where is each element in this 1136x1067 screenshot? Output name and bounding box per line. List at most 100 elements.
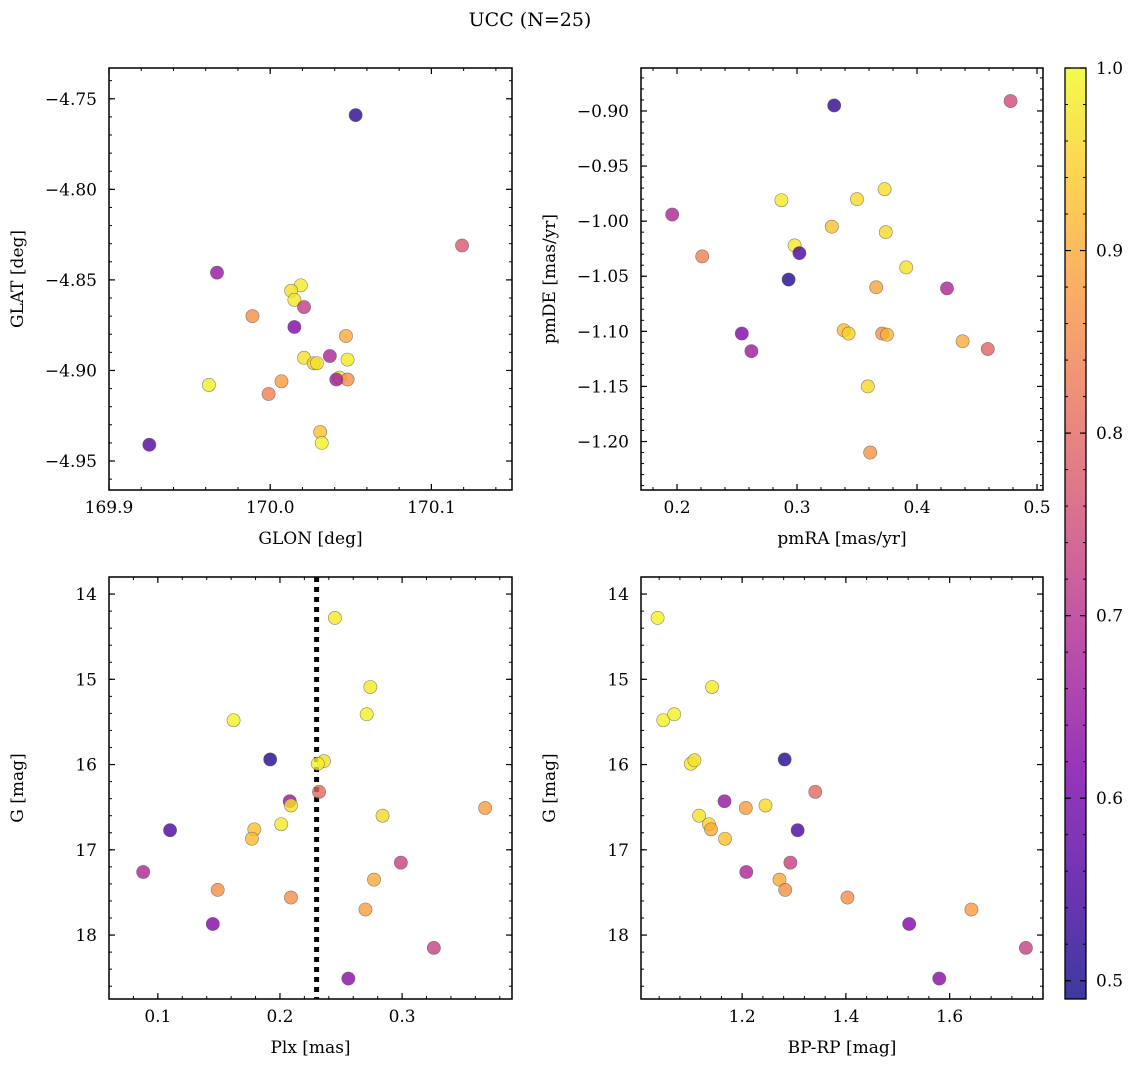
scatter-point [310,756,325,771]
scatter-point [287,292,302,307]
scatter-point [980,342,995,356]
y-axis-label: GLAT [deg] [8,230,28,328]
scatter-point [808,784,823,799]
x-tick-label: 0.4 [903,498,930,518]
y-tick-label: −1.15 [577,377,629,397]
scatter-point [955,334,970,349]
colorbar-gradient [1064,67,1087,1000]
scatter-point [877,182,892,197]
scatter-point [284,890,298,905]
scatter-point [692,808,706,823]
y-tick-label: 18 [75,926,97,946]
scatter-point [964,902,979,917]
scatter-point [869,280,884,295]
scatter-point [1018,940,1033,955]
scatter-point [860,379,875,394]
colorbar: 0.5 0.6 0.7 0.8 0.9 1.0 [1064,59,1123,1000]
x-axis-label: pmRA [mas/yr] [777,529,906,549]
scatter-point [455,238,469,253]
y-tick-label: 14 [607,585,629,605]
scatter-point [665,207,680,222]
scatter-point [940,281,954,296]
y-tick-label: 17 [607,841,629,861]
scatter-point [824,219,839,234]
scatter-point [202,378,216,392]
scatter-point [758,798,773,813]
y-tick-label: −4.75 [45,90,97,110]
scatter-point [226,713,241,728]
scatter-point [880,327,894,342]
scatter-point [705,680,719,694]
x-tick-label: 0.5 [1023,498,1050,518]
y-tick-label: 17 [75,841,97,861]
scatter-point [375,808,390,823]
scatter-point [827,98,842,113]
scatter-point [478,801,493,815]
scatter-point [136,865,151,879]
y-tick-label: −4.80 [45,180,97,200]
colorbar-tick-label: 0.9 [1096,242,1123,262]
scatter-point [393,855,408,870]
scatter-point [163,823,177,838]
x-tick-label: 0.2 [663,498,690,518]
scatter-point [328,611,342,625]
scatter-point [850,192,864,207]
colorbar-tick-label: 0.5 [1096,972,1123,992]
scatter-point [274,374,289,389]
scatter-point [312,784,326,799]
y-axis-label: pmDE [mas/yr] [540,214,560,344]
y-tick-label: 15 [75,670,97,690]
colorbar-tick-label: 0.8 [1096,424,1123,444]
scatter-point [245,309,260,324]
scatter-point [287,320,302,334]
x-tick-label: 1.2 [729,1007,756,1027]
scatter-point [210,265,224,280]
y-tick-label: −0.90 [577,102,629,122]
figure-suptitle: UCC (N=25) [469,9,592,31]
y-tick-label: −4.95 [45,452,97,472]
colorbar-tick-label: 1.0 [1096,59,1123,79]
y-tick-label: 16 [75,756,97,776]
y-tick-label: 15 [607,670,629,690]
colorbar-tick-label: 0.6 [1096,789,1123,809]
x-tick-label: 1.4 [832,1007,859,1027]
x-axis-label: BP-RP [mag] [788,1038,897,1058]
plot-frame-outline [108,67,513,491]
scatter-point [314,436,329,450]
scatter-point [322,349,337,363]
y-tick-label: 16 [607,756,629,776]
scatter-point [902,917,917,931]
scatter-point [667,707,682,722]
scatter-point [783,855,798,870]
scatter-point [340,352,355,367]
y-tick-label: −1.20 [577,433,629,453]
subplot-plx-g: 0.1 0.2 0.3 14 15 16 17 18 Plx [mas] G [mag] [8,576,513,1058]
scatter-point [790,823,805,838]
x-axis-label: Plx [mas] [270,1038,350,1058]
scatter-point [738,801,753,815]
y-tick-label: −1.05 [577,267,629,287]
scatter-point [739,865,754,879]
scatter-point [244,831,259,846]
y-tick-label: 14 [75,585,97,605]
subplot-bprp-g: 1.2 1.4 1.6 14 15 16 17 18 BP-RP [mag] G [mag] [540,576,1044,1058]
scatter-point [348,108,363,122]
scatter-point [142,437,157,452]
scatter-point [932,971,947,986]
x-tick-label: 0.1 [144,1007,171,1027]
y-tick-label: −4.90 [45,361,97,381]
scatter-point [274,817,289,832]
scatter-point [341,971,356,986]
scatter-point [863,445,878,460]
scatter-point [656,713,671,728]
x-tick-label: 170.1 [407,498,456,518]
plot-frame [108,576,513,1000]
scatter-point [695,249,710,264]
scatter-point [840,890,855,905]
y-axis-label: G [mag] [8,753,28,822]
x-tick-label: 170.0 [246,498,295,518]
scatter-point [205,917,220,931]
x-tick-label: 1.6 [936,1007,963,1027]
subplot-pmra-pmde: 0.2 0.3 0.4 0.5 −1.20 −1.15 −1.10 −1.05 −1.00 −0.… [540,67,1051,549]
